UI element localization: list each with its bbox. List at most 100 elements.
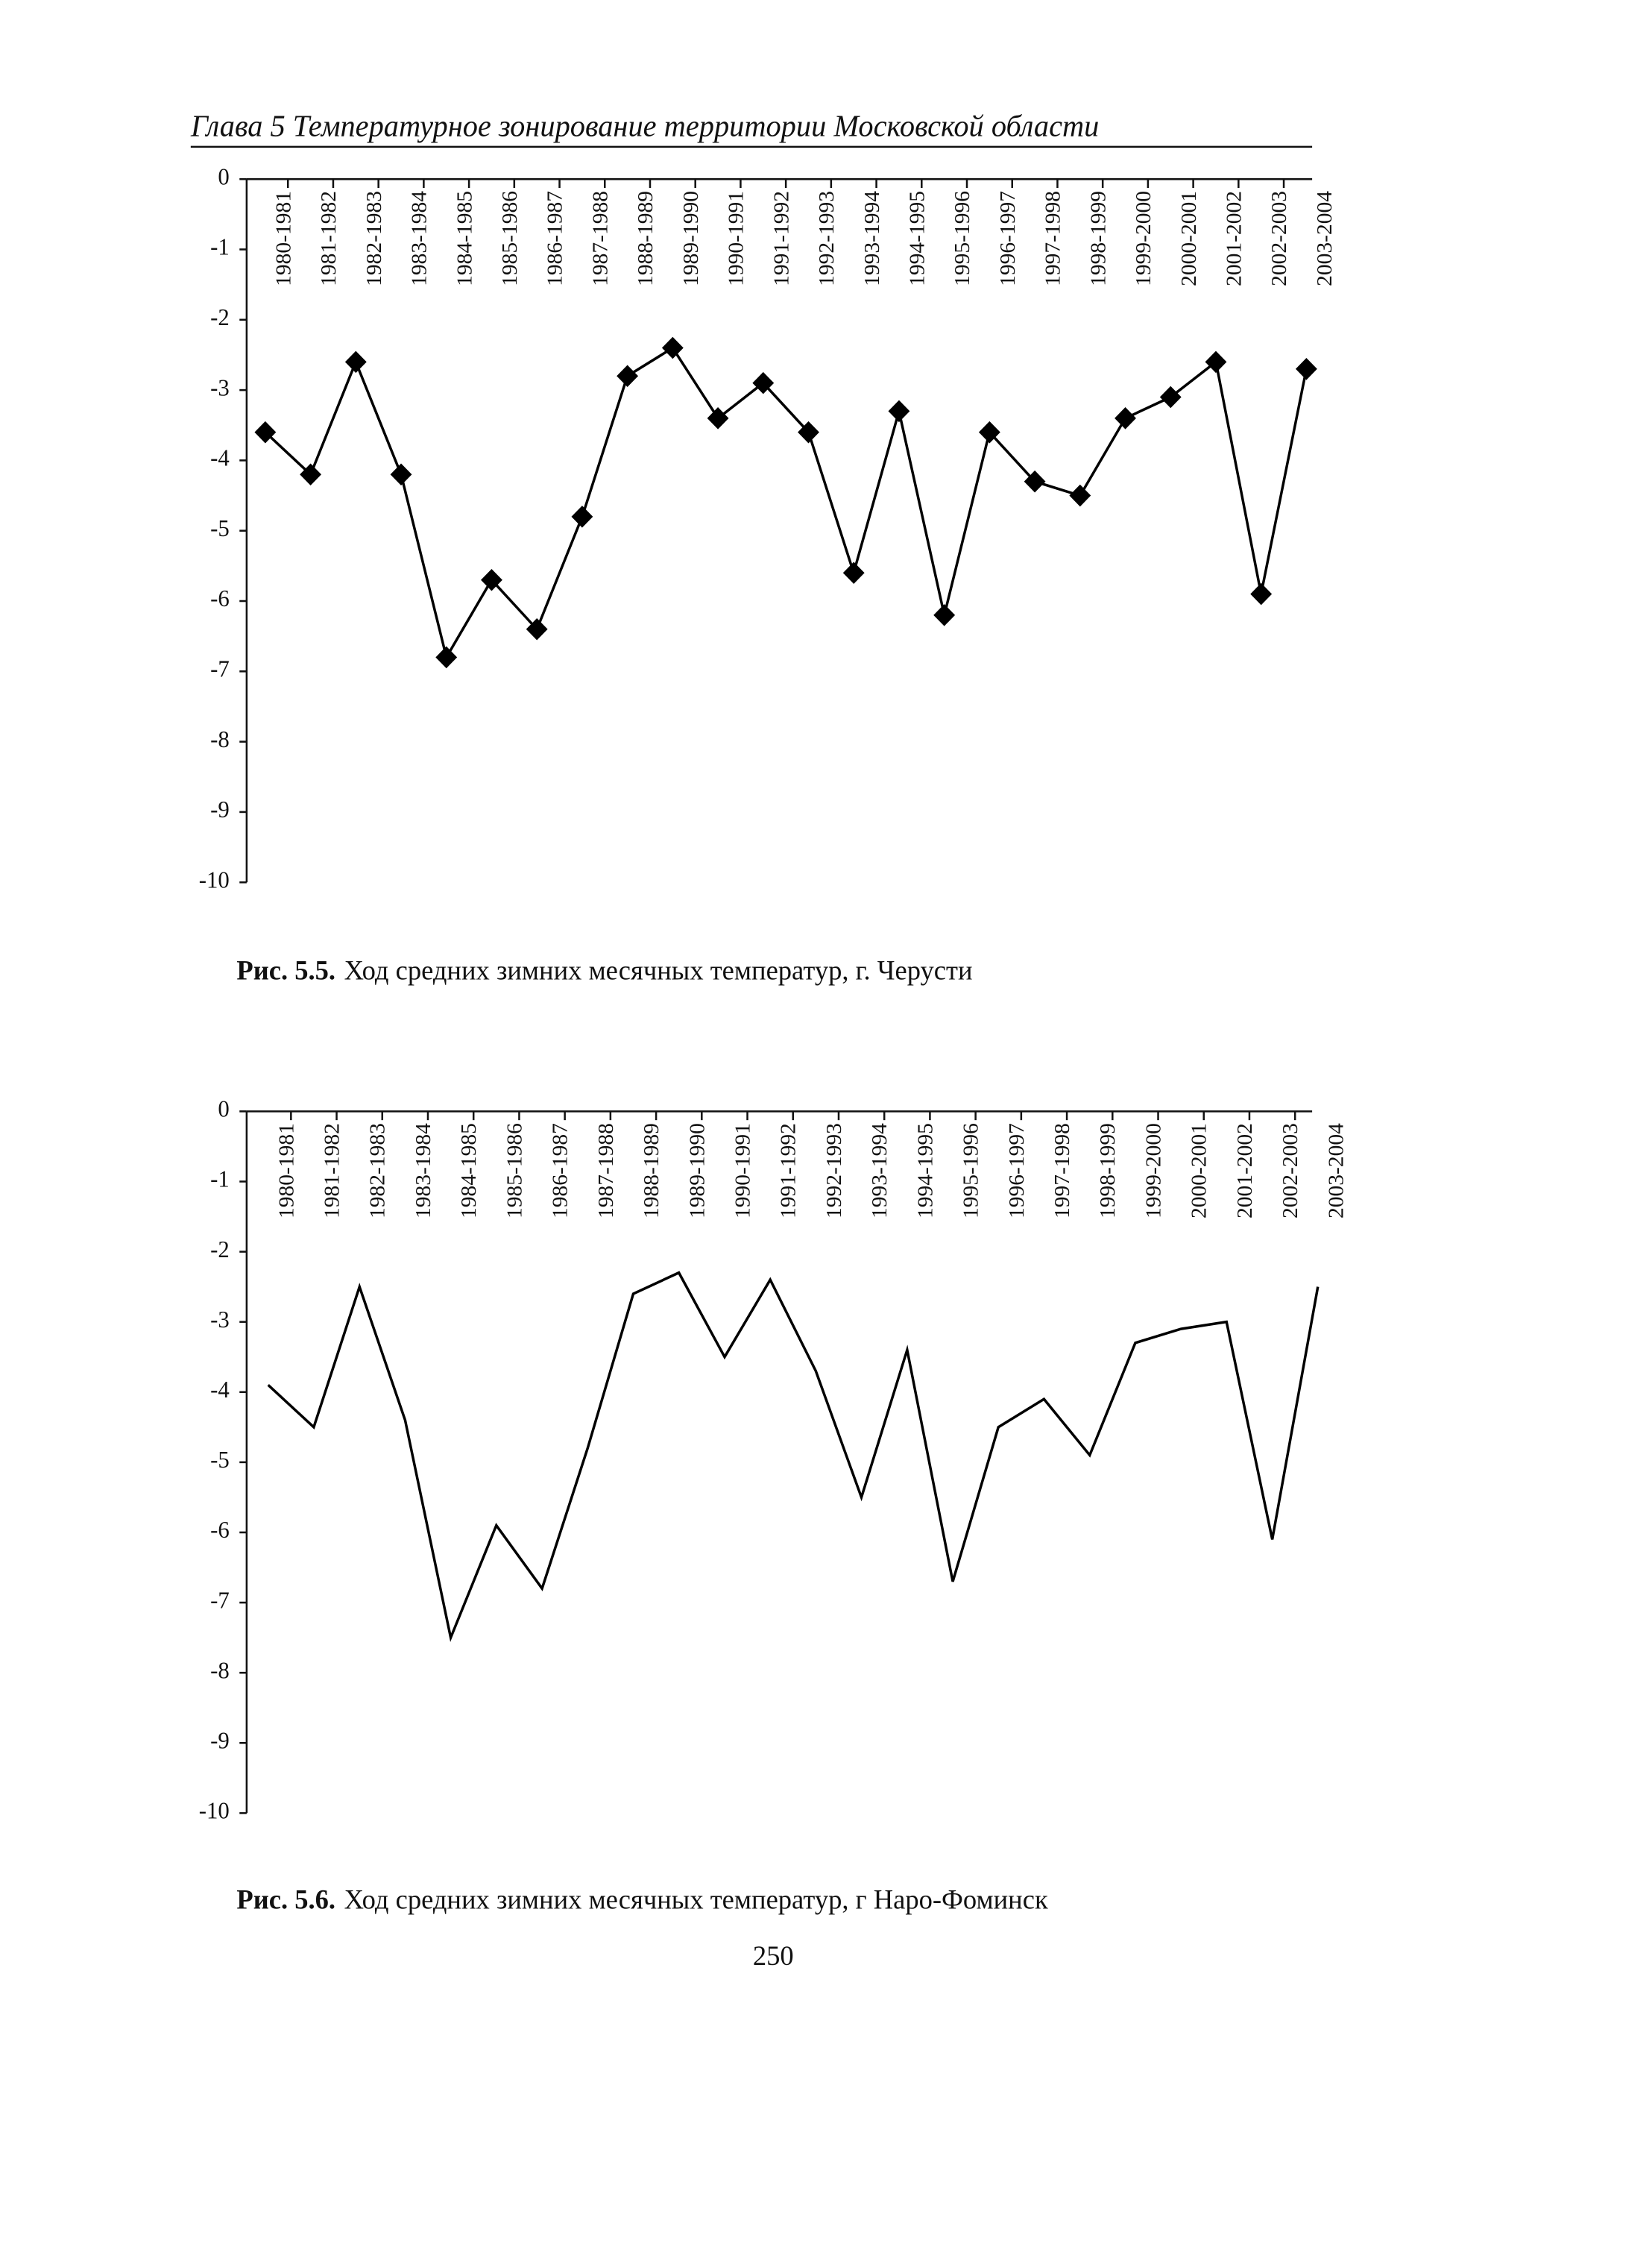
x-tick-label: 1985-1986 xyxy=(503,1123,527,1218)
x-tick-label: 1989-1990 xyxy=(686,1123,710,1218)
y-tick-label: -6 xyxy=(210,585,230,611)
y-tick-label: -2 xyxy=(210,304,230,330)
y-tick-label: -1 xyxy=(210,1166,230,1192)
x-tick-label: 1999-2000 xyxy=(1132,191,1156,286)
y-tick-label: -4 xyxy=(210,444,230,471)
running-header: Глава 5 Температурное зонирование террит… xyxy=(190,109,1100,143)
marker xyxy=(798,421,819,444)
x-tick-label: 1987-1988 xyxy=(594,1123,618,1218)
x-tick-label: 1987-1988 xyxy=(589,191,613,286)
x-tick-label: 1982-1983 xyxy=(366,1123,390,1218)
y-tick-label: -1 xyxy=(210,233,230,260)
x-tick-label: 1990-1991 xyxy=(725,191,748,286)
x-tick-label: 1991-1992 xyxy=(770,191,794,286)
x-tick-label: 2002-2003 xyxy=(1268,191,1292,286)
x-tick-label: 1998-1999 xyxy=(1087,191,1111,286)
x-tick-label: 1993-1994 xyxy=(860,191,884,286)
y-tick-label: -10 xyxy=(199,867,230,893)
y-tick-label: -8 xyxy=(210,726,230,752)
x-tick-label: 1993-1994 xyxy=(868,1123,892,1218)
marker xyxy=(933,604,956,626)
y-tick-label: 0 xyxy=(218,163,229,189)
x-tick-label: 1980-1981 xyxy=(275,1123,299,1218)
x-tick-label: 1995-1996 xyxy=(951,191,975,286)
caption-text: Ход средних зимних месячных температур, … xyxy=(344,1884,1048,1915)
x-tick-label: 1996-1997 xyxy=(996,191,1020,286)
marker xyxy=(1024,470,1046,493)
y-tick-label: -7 xyxy=(210,655,230,682)
marker xyxy=(1205,350,1227,374)
x-tick-label: 1981-1982 xyxy=(317,191,341,286)
caption-text: Ход средних зимних месячных температур, … xyxy=(344,954,973,985)
x-tick-label: 2003-2004 xyxy=(1313,191,1337,286)
marker xyxy=(390,463,412,486)
x-tick-label: 2001-2002 xyxy=(1233,1123,1257,1218)
y-tick-label: -2 xyxy=(210,1236,230,1262)
y-tick-label: -3 xyxy=(210,374,230,400)
x-tick-label: 1984-1985 xyxy=(453,191,477,286)
marker xyxy=(661,336,684,359)
x-tick-label: 2003-2004 xyxy=(1325,1123,1349,1218)
y-tick-label: -5 xyxy=(210,515,230,541)
x-tick-label: 1986-1987 xyxy=(543,191,567,286)
x-tick-label: 1994-1995 xyxy=(914,1123,938,1218)
y-tick-label: -9 xyxy=(210,1727,230,1753)
figure-caption: Рис. 5.6. Ход средних зимних месячных тем… xyxy=(236,1884,1047,1915)
x-tick-label: 1992-1993 xyxy=(815,191,839,286)
x-tick-label: 1984-1985 xyxy=(457,1123,481,1218)
y-tick-label: 0 xyxy=(218,1095,229,1122)
y-tick-label: -4 xyxy=(210,1377,230,1403)
marker xyxy=(1250,582,1273,606)
marker xyxy=(1159,386,1182,409)
x-tick-label: 1999-2000 xyxy=(1142,1123,1166,1218)
x-tick-label: 1997-1998 xyxy=(1041,191,1065,286)
marker xyxy=(526,617,548,641)
x-tick-label: 1998-1999 xyxy=(1097,1123,1120,1218)
x-tick-label: 2000-2001 xyxy=(1177,191,1201,286)
x-tick-label: 1997-1998 xyxy=(1050,1123,1074,1218)
marker xyxy=(254,421,277,444)
x-tick-label: 1983-1984 xyxy=(412,1123,435,1218)
figure-caption: Рис. 5.5. Ход средних зимних месячных тем… xyxy=(236,954,972,985)
y-tick-label: -5 xyxy=(210,1447,230,1473)
x-tick-label: 2000-2001 xyxy=(1188,1123,1211,1218)
y-tick-label: -3 xyxy=(210,1306,230,1333)
marker xyxy=(571,506,593,528)
caption-number: Рис. 5.6. xyxy=(236,1884,335,1915)
series-line xyxy=(264,346,1308,661)
marker xyxy=(1115,407,1136,430)
x-tick-label: 1981-1982 xyxy=(321,1123,344,1218)
x-tick-label: 1988-1989 xyxy=(640,1123,663,1218)
y-tick-label: -8 xyxy=(210,1657,230,1683)
x-tick-label: 1992-1993 xyxy=(822,1123,846,1218)
y-tick-label: -10 xyxy=(199,1797,230,1823)
y-tick-label: -6 xyxy=(210,1517,230,1543)
x-tick-label: 2002-2003 xyxy=(1279,1123,1302,1218)
x-tick-label: 1980-1981 xyxy=(272,191,296,286)
x-tick-label: 1986-1987 xyxy=(549,1123,573,1218)
series-line xyxy=(267,1271,1320,1643)
x-tick-label: 1982-1983 xyxy=(362,191,386,286)
marker xyxy=(1069,484,1091,507)
x-tick-label: 1989-1990 xyxy=(679,191,703,286)
marker xyxy=(1295,358,1317,380)
marker xyxy=(435,646,458,669)
caption-number: Рис. 5.5. xyxy=(236,954,335,985)
x-tick-label: 1985-1986 xyxy=(498,191,522,286)
marker xyxy=(481,568,502,591)
marker xyxy=(617,365,639,388)
x-tick-label: 1990-1991 xyxy=(731,1123,755,1218)
x-tick-label: 1996-1997 xyxy=(1005,1123,1029,1218)
marker xyxy=(842,562,865,585)
x-tick-label: 1994-1995 xyxy=(906,191,930,286)
marker xyxy=(300,463,322,486)
page-number: 250 xyxy=(753,1940,794,1971)
y-tick-label: -7 xyxy=(210,1587,230,1613)
x-tick-label: 1983-1984 xyxy=(408,191,432,286)
x-tick-label: 1991-1992 xyxy=(777,1123,801,1218)
marker xyxy=(888,400,910,423)
x-tick-label: 1995-1996 xyxy=(959,1123,983,1218)
